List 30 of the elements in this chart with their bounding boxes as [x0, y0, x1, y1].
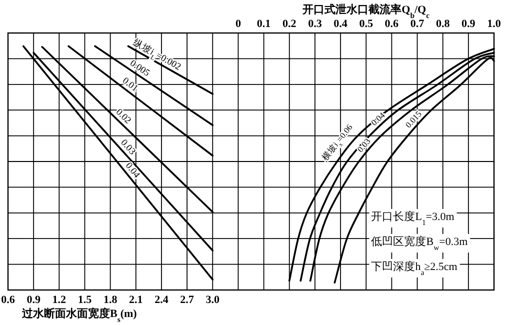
- annotation: 开口长度L$_{1}$=3.0m: [371, 210, 455, 226]
- x-tick-label: 1.8: [103, 294, 118, 306]
- x-tick-label: 0.6: [1, 294, 16, 306]
- x-tick-label: 1.2: [52, 294, 67, 306]
- x-tick-label: 1.5: [78, 294, 92, 306]
- x2-tick-label: 0.4: [334, 18, 348, 30]
- x2-tick-label: 0.5: [359, 18, 374, 30]
- text: 0.04: [369, 110, 388, 128]
- text: 0.03: [118, 138, 138, 158]
- x2-tick-label: 0: [235, 18, 242, 30]
- x-tick-label: 0.9: [26, 294, 41, 306]
- x-axis-title: 过水断面水面宽度B$_{s}$(m): [21, 307, 138, 324]
- text: 0.02: [114, 107, 133, 126]
- x2-tick-label: 1.0: [487, 18, 502, 30]
- x-tick-label: 3.0: [206, 294, 220, 306]
- x-tick-label: 2.7: [180, 294, 194, 306]
- x2-tick-label: 0.2: [282, 18, 297, 30]
- annotation: 低凹区宽度B$_{w}$=0.3m: [371, 235, 468, 252]
- x2-tick-label: 0.3: [308, 18, 322, 30]
- x-tick-label: 2.1: [129, 294, 143, 306]
- x-tick-label: 2.4: [154, 294, 169, 306]
- text: 0.03: [355, 136, 372, 154]
- text: 0.04: [122, 161, 142, 181]
- x2-tick-label: 0.6: [384, 18, 400, 30]
- x2-tick-label: 0.1: [256, 18, 271, 30]
- x2-axis-title: 开口式泄水口截流率Q$_{b}$/Q$_{c}$: [302, 3, 430, 20]
- x2-tick-label: 0.9: [462, 18, 476, 30]
- annotation: 下凹深度h$_{a}$≥2.5cm: [371, 260, 458, 276]
- x2-tick-label: 0.8: [436, 18, 450, 30]
- x2-tick-label: 0.7: [410, 18, 425, 30]
